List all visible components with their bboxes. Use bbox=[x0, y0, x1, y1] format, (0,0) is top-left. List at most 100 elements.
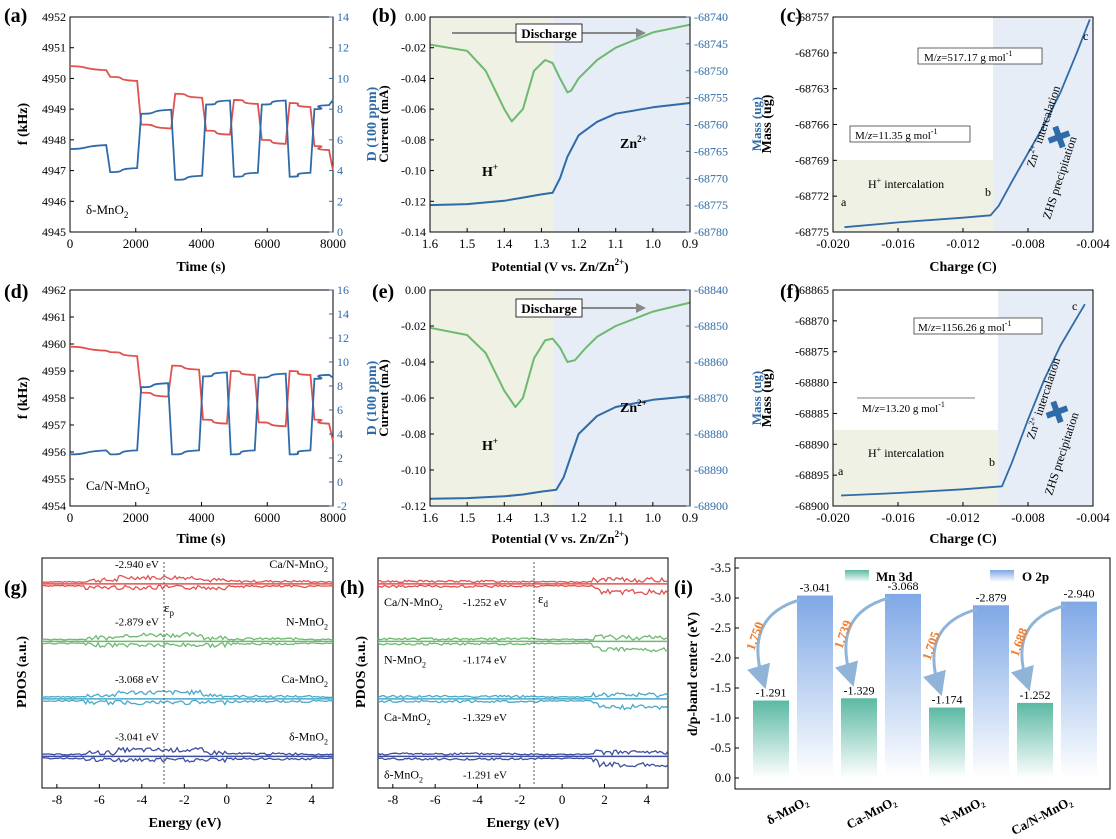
panel-i-ticks: 0.0 -0.5 -1.0 -1.5 -2.0 -2.5 -3.0 -3.5 bbox=[710, 560, 739, 785]
panel-f-xtick-label: -0.004 bbox=[1076, 510, 1110, 525]
panel-i-frame bbox=[734, 557, 1111, 790]
panel-a-ytick-label-right: 12 bbox=[337, 41, 349, 55]
bar-diff-label-2: 1.705 bbox=[919, 629, 943, 662]
panel-d-ytick-label-right: 6 bbox=[337, 403, 343, 417]
panel-g-xtick-label: -2 bbox=[179, 792, 190, 807]
g-pdos-up-1 bbox=[41, 632, 334, 642]
g-pdos-down-0 bbox=[41, 584, 334, 591]
panel-c-point-a: a bbox=[841, 195, 847, 209]
panel-f-ytick-label-left: -68875 bbox=[795, 345, 829, 359]
panel-c-xtick-label: -0.004 bbox=[1076, 236, 1110, 251]
panel-b-ytick-label-left: -0.10 bbox=[401, 164, 426, 178]
panel-a-ytick-label-left: 4949 bbox=[42, 102, 66, 116]
panel-d-xlabel: Time (s) bbox=[176, 532, 225, 547]
panel-a-xtick-label: 4000 bbox=[189, 236, 215, 251]
panel-g-ylabel: PDOS (a.u.) bbox=[15, 636, 30, 708]
panel-f-mz1: M/z=13.20 g mol-1 bbox=[862, 400, 945, 415]
panel-d-ytick-label-right: 14 bbox=[337, 307, 349, 321]
panel-b-ytick-label-right: -68740 bbox=[694, 10, 728, 24]
panel-g-xlabel: Energy (eV) bbox=[149, 816, 222, 831]
panel-h-xtick-label: -8 bbox=[387, 792, 398, 807]
panel-g-ticks: -8 -6 -4 -2 0 2 4 bbox=[51, 784, 316, 807]
panel-g: (g) Ca/N-MnO2 -2.940 eV N-MnO2 -2.879 eV Ca-… bbox=[4, 557, 334, 831]
panel-a-material: δ-MnO2 bbox=[86, 202, 128, 220]
panel-e-xtick-label: 1.0 bbox=[645, 510, 661, 525]
h-row-value: -1.329 eV bbox=[463, 712, 507, 724]
panel-f-ytick-label-left: -68865 bbox=[795, 283, 829, 297]
panel-b-ytick-label-right: -68745 bbox=[694, 37, 728, 51]
panel-a: (a) 0 2000 4000 6000 8000 4945 4946 4947 4948 494… bbox=[4, 5, 380, 275]
panel-h-xtick-label: 2 bbox=[601, 792, 608, 807]
panel-h-xtick-label: 0 bbox=[559, 792, 566, 807]
panel-i-legend-o: O 2p bbox=[1022, 569, 1049, 584]
panel-g-frame bbox=[41, 557, 334, 789]
panel-f-xtick-label: -0.012 bbox=[946, 510, 980, 525]
panel-b-xtick-label: 1.0 bbox=[645, 236, 661, 251]
panel-d-ticks: 0 2000 4000 6000 8000 4954 4955 4956 4957 4958 495… bbox=[42, 283, 349, 525]
g-row-value: -3.068 eV bbox=[115, 674, 159, 686]
panel-e-ytick-label-left: -0.12 bbox=[401, 499, 426, 513]
bar-diff-arrow-3 bbox=[1010, 604, 1066, 692]
panel-a-ytick-label-left: 4948 bbox=[42, 133, 66, 147]
panel-d-curves bbox=[69, 345, 334, 456]
panel-d-ytick-label-left: 4962 bbox=[42, 283, 66, 297]
panel-a-xtick-label: 2000 bbox=[123, 236, 149, 251]
panel-h-frame bbox=[377, 557, 669, 789]
panel-h-xtick-label: 4 bbox=[644, 792, 651, 807]
panel-i-ytick-label: -3.5 bbox=[710, 560, 731, 575]
panel-h-eps: εd bbox=[538, 591, 548, 609]
panel-e-ytick-label-right: -68900 bbox=[694, 499, 728, 513]
g-row-name: Ca-MnO2 bbox=[281, 672, 328, 689]
h-row-value: -1.291 eV bbox=[463, 769, 507, 781]
bar-o-3 bbox=[1061, 601, 1097, 778]
panel-h-xlabel: Energy (eV) bbox=[487, 816, 560, 831]
panel-d-ytick-label-right: 4 bbox=[337, 427, 343, 441]
panel-b-xlabel: Potential (V vs. Zn/Zn2+) bbox=[491, 257, 628, 274]
panel-d-ytick-label-left: 4958 bbox=[42, 391, 66, 405]
panel-b-h-label: H+ bbox=[482, 162, 498, 180]
panel-c-xtick-label: -0.020 bbox=[816, 236, 850, 251]
panel-f-mz2-box bbox=[913, 317, 1043, 335]
panel-b-xtick-label: 1.1 bbox=[608, 236, 624, 251]
panel-b-ylabel-right: Mass (ug) bbox=[749, 97, 764, 152]
panel-g-label: (g) bbox=[4, 577, 27, 599]
panel-c: (c) -0.020 -0.016 -0.012 -0.008 -0.004 -68775… bbox=[760, 5, 1110, 275]
panel-f-xlabel: Charge (C) bbox=[929, 532, 997, 547]
panel-b-ytick-label-left: -0.12 bbox=[401, 194, 426, 208]
category-label-0: δ-MnO₂ bbox=[764, 793, 810, 827]
bar-mn-1 bbox=[841, 698, 877, 778]
panel-e-ytick-label-right: -68880 bbox=[694, 427, 728, 441]
panel-f-ylabel: Mass (ug) bbox=[760, 368, 775, 427]
bar-mn-label-1: -1.329 bbox=[844, 683, 875, 697]
panel-i-ylabel: d/p-band center (eV) bbox=[686, 612, 701, 737]
bar-mn-label-0: -1.291 bbox=[756, 686, 787, 700]
panel-e-discharge-box bbox=[515, 298, 583, 318]
g-pdos-down-3 bbox=[42, 756, 334, 764]
panel-a-ytick-label-right: 0 bbox=[337, 225, 343, 239]
panel-g-xtick-label: 2 bbox=[266, 792, 273, 807]
panel-e-label: (e) bbox=[372, 281, 394, 303]
panel-i-label: (i) bbox=[674, 577, 693, 599]
panel-d-ytick-label-left: 4954 bbox=[42, 499, 66, 513]
panel-e-zn-label: Zn2+ bbox=[620, 398, 647, 416]
panel-h-curves: Ca/N-MnO2 -1.252 eV N-MnO2 -1.174 eV Ca-MnO2… bbox=[377, 576, 669, 784]
h-pdos-down-1 bbox=[377, 641, 669, 653]
panel-a-xtick-label: 8000 bbox=[320, 236, 346, 251]
a-series-red bbox=[69, 65, 334, 171]
panel-a-ytick-label-left: 4947 bbox=[42, 164, 66, 178]
panel-d-ytick-label-right: 2 bbox=[337, 451, 343, 465]
panel-b-xtick-label: 0.9 bbox=[682, 236, 698, 251]
panel-a-ytick-label-left: 4945 bbox=[42, 225, 66, 239]
panel-d-ytick-label-left: 4961 bbox=[42, 310, 66, 324]
bar-mn-3 bbox=[1017, 702, 1053, 778]
panel-a-label: (a) bbox=[4, 5, 27, 27]
g-row-value: -2.940 eV bbox=[115, 559, 159, 571]
panel-e-ytick-label-right: -68840 bbox=[694, 283, 728, 297]
category-label-2: N-MnO₂ bbox=[938, 793, 987, 828]
panel-e-arrowhead bbox=[636, 303, 646, 313]
panel-f-cross-icon bbox=[1045, 400, 1069, 424]
panel-f-xtick-label: -0.008 bbox=[1011, 510, 1045, 525]
panel-e-ticks: 1.6 1.5 1.4 1.3 1.2 1.1 1.0 0.9 -0.12 -0.10 -0.08 -… bbox=[401, 283, 728, 525]
bar-o-label-3: -2.940 bbox=[1064, 587, 1095, 601]
panel-a-ytick-label-left: 4952 bbox=[42, 10, 66, 24]
